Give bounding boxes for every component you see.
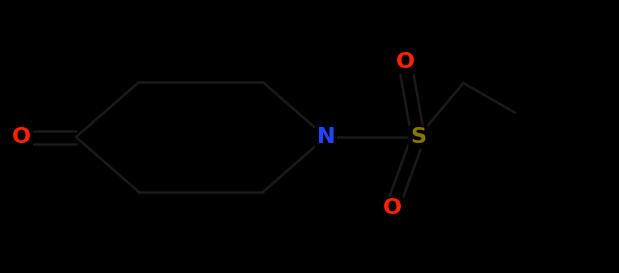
Text: O: O — [12, 127, 31, 147]
Text: O: O — [396, 52, 414, 72]
Text: N: N — [316, 127, 335, 147]
Text: S: S — [410, 127, 426, 147]
Text: O: O — [383, 198, 402, 218]
